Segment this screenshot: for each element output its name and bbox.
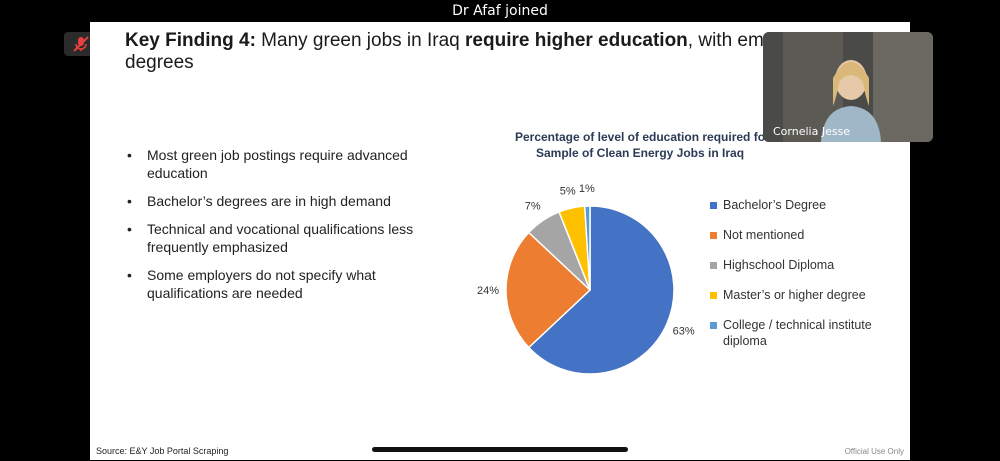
legend-swatch xyxy=(710,322,717,329)
chart-legend: Bachelor’s Degree Not mentioned Highscho… xyxy=(710,197,910,363)
legend-label: Not mentioned xyxy=(723,228,805,242)
pie-data-label: 24% xyxy=(477,285,499,297)
legend-label: College / technical institute diploma xyxy=(723,318,872,348)
pie-slice xyxy=(583,205,591,291)
pie-slice xyxy=(505,231,592,349)
bullet-item: Most green job postings require advanced… xyxy=(125,146,425,182)
bullet-item: Bachelor’s degrees are in high demand xyxy=(125,192,425,210)
title-line-2: degrees xyxy=(125,52,194,73)
bullet-item: Technical and vocational qualifications … xyxy=(125,220,425,256)
legend-item: Not mentioned xyxy=(710,227,910,243)
legend-item: College / technical institute diploma xyxy=(710,317,910,349)
legend-label: Highschool Diploma xyxy=(723,258,835,272)
pie-data-label: 1% xyxy=(579,183,595,195)
home-indicator[interactable] xyxy=(372,447,628,452)
classification-label: Official Use Only xyxy=(844,447,904,456)
participant-name: Cornelia Jesse xyxy=(773,125,851,138)
chart-title-line-2: Sample of Clean Energy Jobs in Iraq xyxy=(535,146,745,160)
title-bold-part-2: require higher education xyxy=(465,30,688,51)
legend-item: Bachelor’s Degree xyxy=(710,197,910,213)
pie-data-label: 63% xyxy=(673,326,695,338)
chart-title: Percentage of level of education require… xyxy=(495,129,785,161)
pie-slice xyxy=(527,205,675,375)
legend-swatch xyxy=(710,202,717,209)
bullet-list: Most green job postings require advanced… xyxy=(125,146,425,312)
mic-muted-icon xyxy=(73,36,89,52)
join-notification: Dr Afaf joined xyxy=(452,3,548,19)
legend-label: Bachelor’s Degree xyxy=(723,198,827,212)
pie-data-label: 5% xyxy=(560,185,576,197)
chart-title-line-1: Percentage of level of education require… xyxy=(514,130,766,144)
pie-chart: 63% 24% 7% 5% 1% xyxy=(477,183,695,375)
legend-item: Master’s or higher degree xyxy=(710,287,910,303)
title-regular-part-1: Many green jobs in Iraq xyxy=(255,30,466,51)
participant-video-tile[interactable]: Cornelia Jesse xyxy=(763,32,933,142)
legend-swatch xyxy=(710,232,717,239)
legend-swatch xyxy=(710,292,717,299)
legend-label: Master’s or higher degree xyxy=(723,288,866,302)
participant-video-image xyxy=(763,32,933,142)
bullet-item: Some employers do not specify what quali… xyxy=(125,266,425,302)
legend-item: Highschool Diploma xyxy=(710,257,910,273)
source-note: Source: E&Y Job Portal Scraping xyxy=(96,446,229,456)
title-bold-part-1: Key Finding 4: xyxy=(125,30,256,51)
legend-swatch xyxy=(710,262,717,269)
pie-data-label: 7% xyxy=(525,201,541,213)
